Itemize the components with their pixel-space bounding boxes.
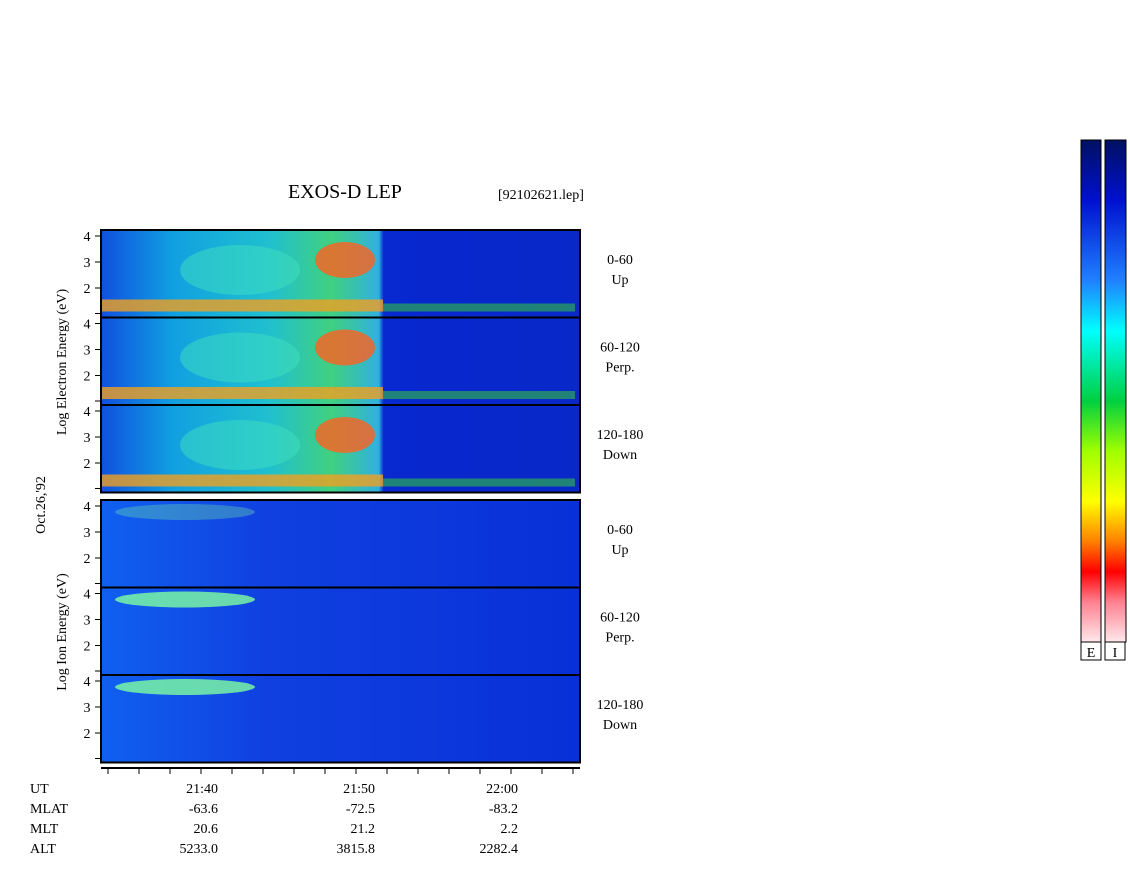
y-tick-label: 4 <box>84 230 91 245</box>
row-value: 3815.8 <box>337 842 376 857</box>
y-tick-label: 4 <box>84 588 91 603</box>
axis-label: Log Electron Energy (eV) <box>55 289 70 436</box>
y-tick-label: 3 <box>84 526 91 541</box>
y-tick-label: 4 <box>84 675 91 690</box>
colorbar <box>1080 139 1102 643</box>
y-tick-label: 4 <box>84 500 91 515</box>
colorbar-label: E <box>1087 646 1096 661</box>
row-value: 21:40 <box>186 782 218 797</box>
panel-frame <box>100 674 581 764</box>
spectrogram-panel <box>101 500 580 588</box>
y-tick-label: 2 <box>84 370 91 385</box>
y-tick-label: 2 <box>84 727 91 742</box>
row-value: 20.6 <box>194 822 219 837</box>
feature <box>315 417 375 453</box>
colorbar-label-box <box>1080 641 1102 661</box>
band <box>383 303 575 312</box>
panel-angle: 120-180 <box>597 698 644 713</box>
y-tick-label: 2 <box>84 282 91 297</box>
feature <box>115 591 255 608</box>
row-value: 2.2 <box>501 822 519 837</box>
band <box>101 299 383 312</box>
band <box>383 478 575 487</box>
row-value: 22:00 <box>486 782 518 797</box>
row-value: 21:50 <box>343 782 375 797</box>
row-value: 5233.0 <box>180 842 219 857</box>
row-name: UT <box>30 782 49 797</box>
panel-direction: Down <box>603 448 637 463</box>
feature <box>115 679 255 695</box>
feature <box>180 420 300 470</box>
panel-angle: 60-120 <box>600 610 640 625</box>
row-value: 21.2 <box>351 822 376 837</box>
feature <box>115 504 255 520</box>
spectrogram <box>100 229 581 764</box>
panel-frame <box>100 404 581 494</box>
row-value: -72.5 <box>346 802 375 817</box>
feature <box>180 245 300 295</box>
axis-label: Log Ion Energy (eV) <box>55 573 70 691</box>
colorbar-label: I <box>1113 646 1118 661</box>
row-value: 2282.4 <box>480 842 519 857</box>
y-tick-label: 2 <box>84 640 91 655</box>
y-tick-label: 3 <box>84 614 91 629</box>
panel-direction: Perp. <box>605 630 634 645</box>
row-name: MLAT <box>30 802 69 817</box>
colorbar-label-box <box>1104 641 1126 661</box>
y-tick-label: 3 <box>84 344 91 359</box>
y-tick-label: 2 <box>84 457 91 472</box>
y-tick-label: 4 <box>84 405 91 420</box>
title: EXOS-D LEP <box>288 181 402 203</box>
panel-direction: Perp. <box>605 360 634 375</box>
panel-angle: 0-60 <box>607 523 633 538</box>
y-tick-label: 3 <box>84 431 91 446</box>
panel-direction: Down <box>603 718 637 733</box>
y-tick-label: 3 <box>84 701 91 716</box>
band <box>101 474 383 487</box>
feature <box>315 242 375 278</box>
band <box>101 387 383 399</box>
feature <box>315 329 375 366</box>
band <box>383 391 575 399</box>
file-name: [92102621.lep] <box>498 188 584 203</box>
y-tick-label: 2 <box>84 552 91 567</box>
colorbar <box>1104 139 1127 643</box>
panel-angle: 120-180 <box>597 428 644 443</box>
row-name: MLT <box>30 822 59 837</box>
row-value: -63.6 <box>189 802 218 817</box>
y-tick-label: 4 <box>84 318 91 333</box>
row-value: -83.2 <box>489 802 518 817</box>
feature <box>180 332 300 383</box>
panel-direction: Up <box>611 543 628 558</box>
y-tick-label: 3 <box>84 256 91 271</box>
panel-angle: 0-60 <box>607 253 633 268</box>
row-name: ALT <box>30 842 56 857</box>
date: Oct.26,'92 <box>34 476 49 534</box>
panel-direction: Up <box>611 273 628 288</box>
panel-angle: 60-120 <box>600 340 640 355</box>
